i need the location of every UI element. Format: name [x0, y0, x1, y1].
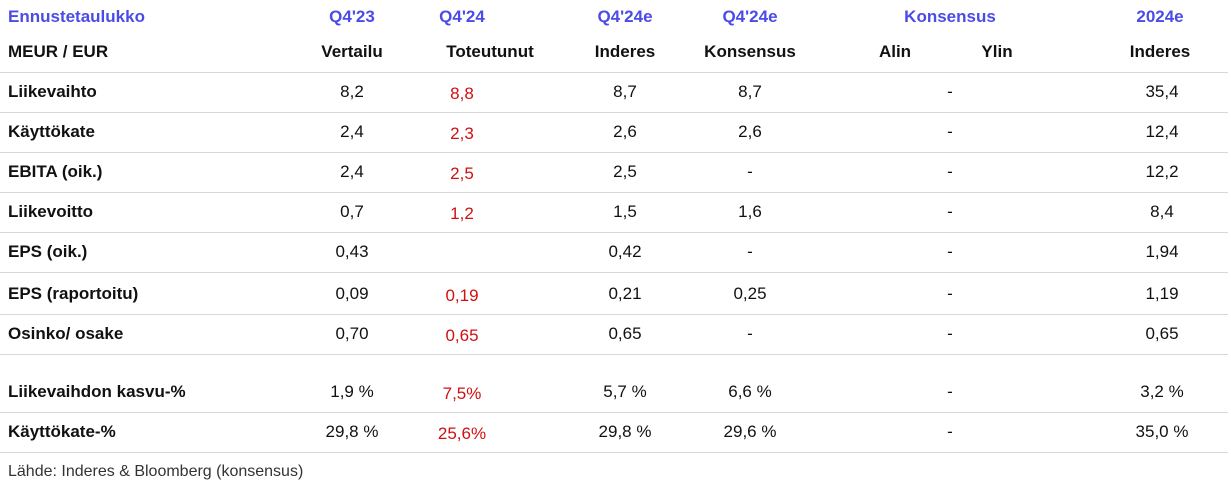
cell: 3,2 %: [1140, 382, 1184, 401]
cell: 1,5: [613, 202, 637, 221]
cell: 35,0 %: [1135, 422, 1189, 441]
row-label: EPS (oik.): [8, 242, 88, 261]
row-line: [0, 314, 1228, 315]
cell: 25,6%: [437, 424, 487, 443]
row-line: [0, 412, 1228, 413]
cell: -: [947, 284, 953, 303]
cell: 12,2: [1145, 162, 1179, 181]
cell: -: [747, 242, 753, 261]
cell: 1,9 %: [330, 382, 374, 401]
cell: 12,4: [1145, 122, 1179, 141]
header-cell: Inderes: [594, 42, 656, 61]
row-label: EBITA (oik.): [8, 162, 103, 181]
header-cell: Konsensus: [904, 7, 996, 26]
cell: 2,6: [613, 122, 637, 141]
cell: 0,19: [445, 286, 479, 305]
cell: 2,6: [738, 122, 762, 141]
cell: 35,4: [1145, 82, 1179, 101]
header-cell: Q4'24e: [722, 7, 778, 26]
cell: 1,19: [1145, 284, 1179, 303]
row-line: [0, 112, 1228, 113]
cell: 8,2: [340, 82, 364, 101]
cell: 2,5: [450, 164, 474, 183]
cell: 2,5: [613, 162, 637, 181]
cell: -: [947, 122, 953, 141]
row-line: [0, 272, 1228, 273]
cell: -: [947, 202, 953, 221]
row-label: EPS (raportoitu): [8, 284, 139, 303]
cell: 0,65: [445, 326, 479, 345]
cell: 7,5%: [442, 384, 482, 403]
header-cell: Vertailu: [321, 42, 383, 61]
cell: 1,6: [738, 202, 762, 221]
header-cell: Ylin: [981, 42, 1013, 61]
row-line: [0, 452, 1228, 453]
cell: -: [947, 82, 953, 101]
cell: 6,6 %: [728, 382, 772, 401]
cell: -: [947, 382, 953, 401]
header-cell: Q4'24: [439, 7, 485, 26]
header-unit: MEUR / EUR: [8, 42, 109, 61]
cell: 0,7: [340, 202, 364, 221]
header-cell: Q4'24e: [597, 7, 653, 26]
cell: 0,65: [1145, 324, 1179, 343]
row-line: [0, 192, 1228, 193]
cell: 29,8 %: [598, 422, 652, 441]
cell: 8,4: [1150, 202, 1174, 221]
cell: 0,21: [608, 284, 642, 303]
cell: 1,94: [1145, 242, 1179, 261]
cell: 29,8 %: [325, 422, 379, 441]
cell: -: [747, 324, 753, 343]
row-line: [0, 152, 1228, 153]
cell: 2,4: [340, 162, 364, 181]
row-line: [0, 354, 1228, 355]
cell: 1,2: [450, 204, 474, 223]
cell: 0,43: [335, 242, 369, 261]
cell: 0,09: [335, 284, 369, 303]
row-label: Liikevaihto: [8, 82, 97, 101]
cell: 0,25: [733, 284, 767, 303]
cell: 2,3: [450, 124, 474, 143]
cell: 5,7 %: [603, 382, 647, 401]
cell: -: [947, 162, 953, 181]
header-cell: Toteutunut: [446, 42, 534, 61]
row-label: Käyttökate-%: [8, 422, 116, 441]
header-title: Ennustetaulukko: [8, 7, 145, 26]
row-label: Liikevoitto: [8, 202, 94, 221]
cell: -: [947, 324, 953, 343]
header-cell: Q4'23: [329, 7, 375, 26]
row-label: Käyttökate: [8, 122, 95, 141]
row-line: [0, 72, 1228, 73]
cell: 0,65: [608, 324, 642, 343]
cell: 29,6 %: [723, 422, 777, 441]
header-cell: Konsensus: [704, 42, 796, 61]
header-cell: Inderes: [1129, 42, 1191, 61]
row-line: [0, 232, 1228, 233]
row-label: Liikevaihdon kasvu-%: [8, 382, 186, 401]
footer: Lähde: Inderes & Bloomberg (konsensus): [8, 463, 304, 480]
header-cell: 2024e: [1136, 7, 1184, 26]
cell: 8,7: [613, 82, 637, 101]
header-cell: Alin: [878, 42, 912, 61]
row-label: Osinko/ osake: [8, 324, 124, 343]
cell: -: [747, 162, 753, 181]
cell: 2,4: [340, 122, 364, 141]
cell: 0,42: [608, 242, 642, 261]
cell: 0,70: [335, 324, 369, 343]
cell: 8,8: [450, 84, 474, 103]
cell: -: [947, 242, 953, 261]
cell: -: [947, 422, 953, 441]
cell: 8,7: [738, 82, 762, 101]
